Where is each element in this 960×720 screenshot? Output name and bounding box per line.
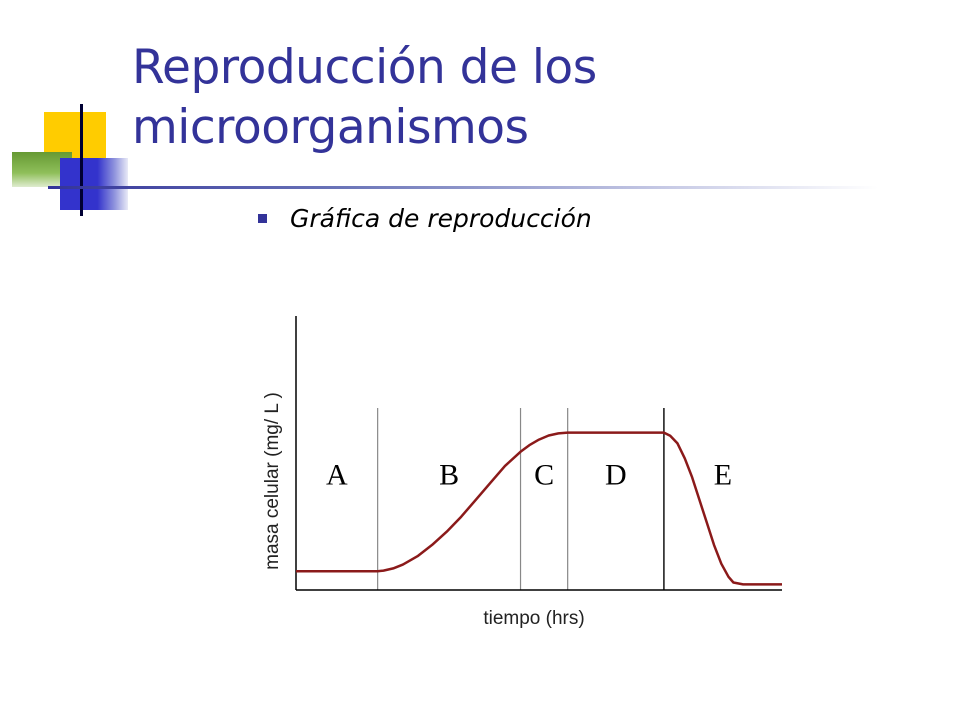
blue-square-decoration — [60, 158, 128, 210]
phase-label-a: A — [326, 459, 348, 492]
x-axis-label: tiempo (hrs) — [483, 608, 584, 629]
vertical-line-decoration — [80, 104, 83, 216]
y-axis-label: masa celular (mg/ L ) — [262, 392, 283, 570]
phase-label-group: A B C D E — [326, 459, 732, 492]
growth-curve-line — [296, 431, 782, 586]
phase-label-d: D — [605, 459, 627, 492]
bullet-item: Gráfica de reproducción — [258, 200, 592, 236]
slide-title: Reproducción de los microorganismos — [132, 40, 597, 155]
phase-divider-group — [377, 408, 665, 590]
phase-label-b: B — [439, 459, 459, 492]
title-underline — [48, 186, 878, 189]
growth-curve-chart: A B C D E tiempo (hrs) masa celular (mg/ L ) — [262, 316, 782, 629]
bullet-square-icon — [258, 213, 267, 223]
phase-label-c: C — [534, 459, 554, 492]
phase-label-e: E — [714, 459, 732, 492]
bullet-text: Gráfica de reproducción — [290, 203, 592, 233]
